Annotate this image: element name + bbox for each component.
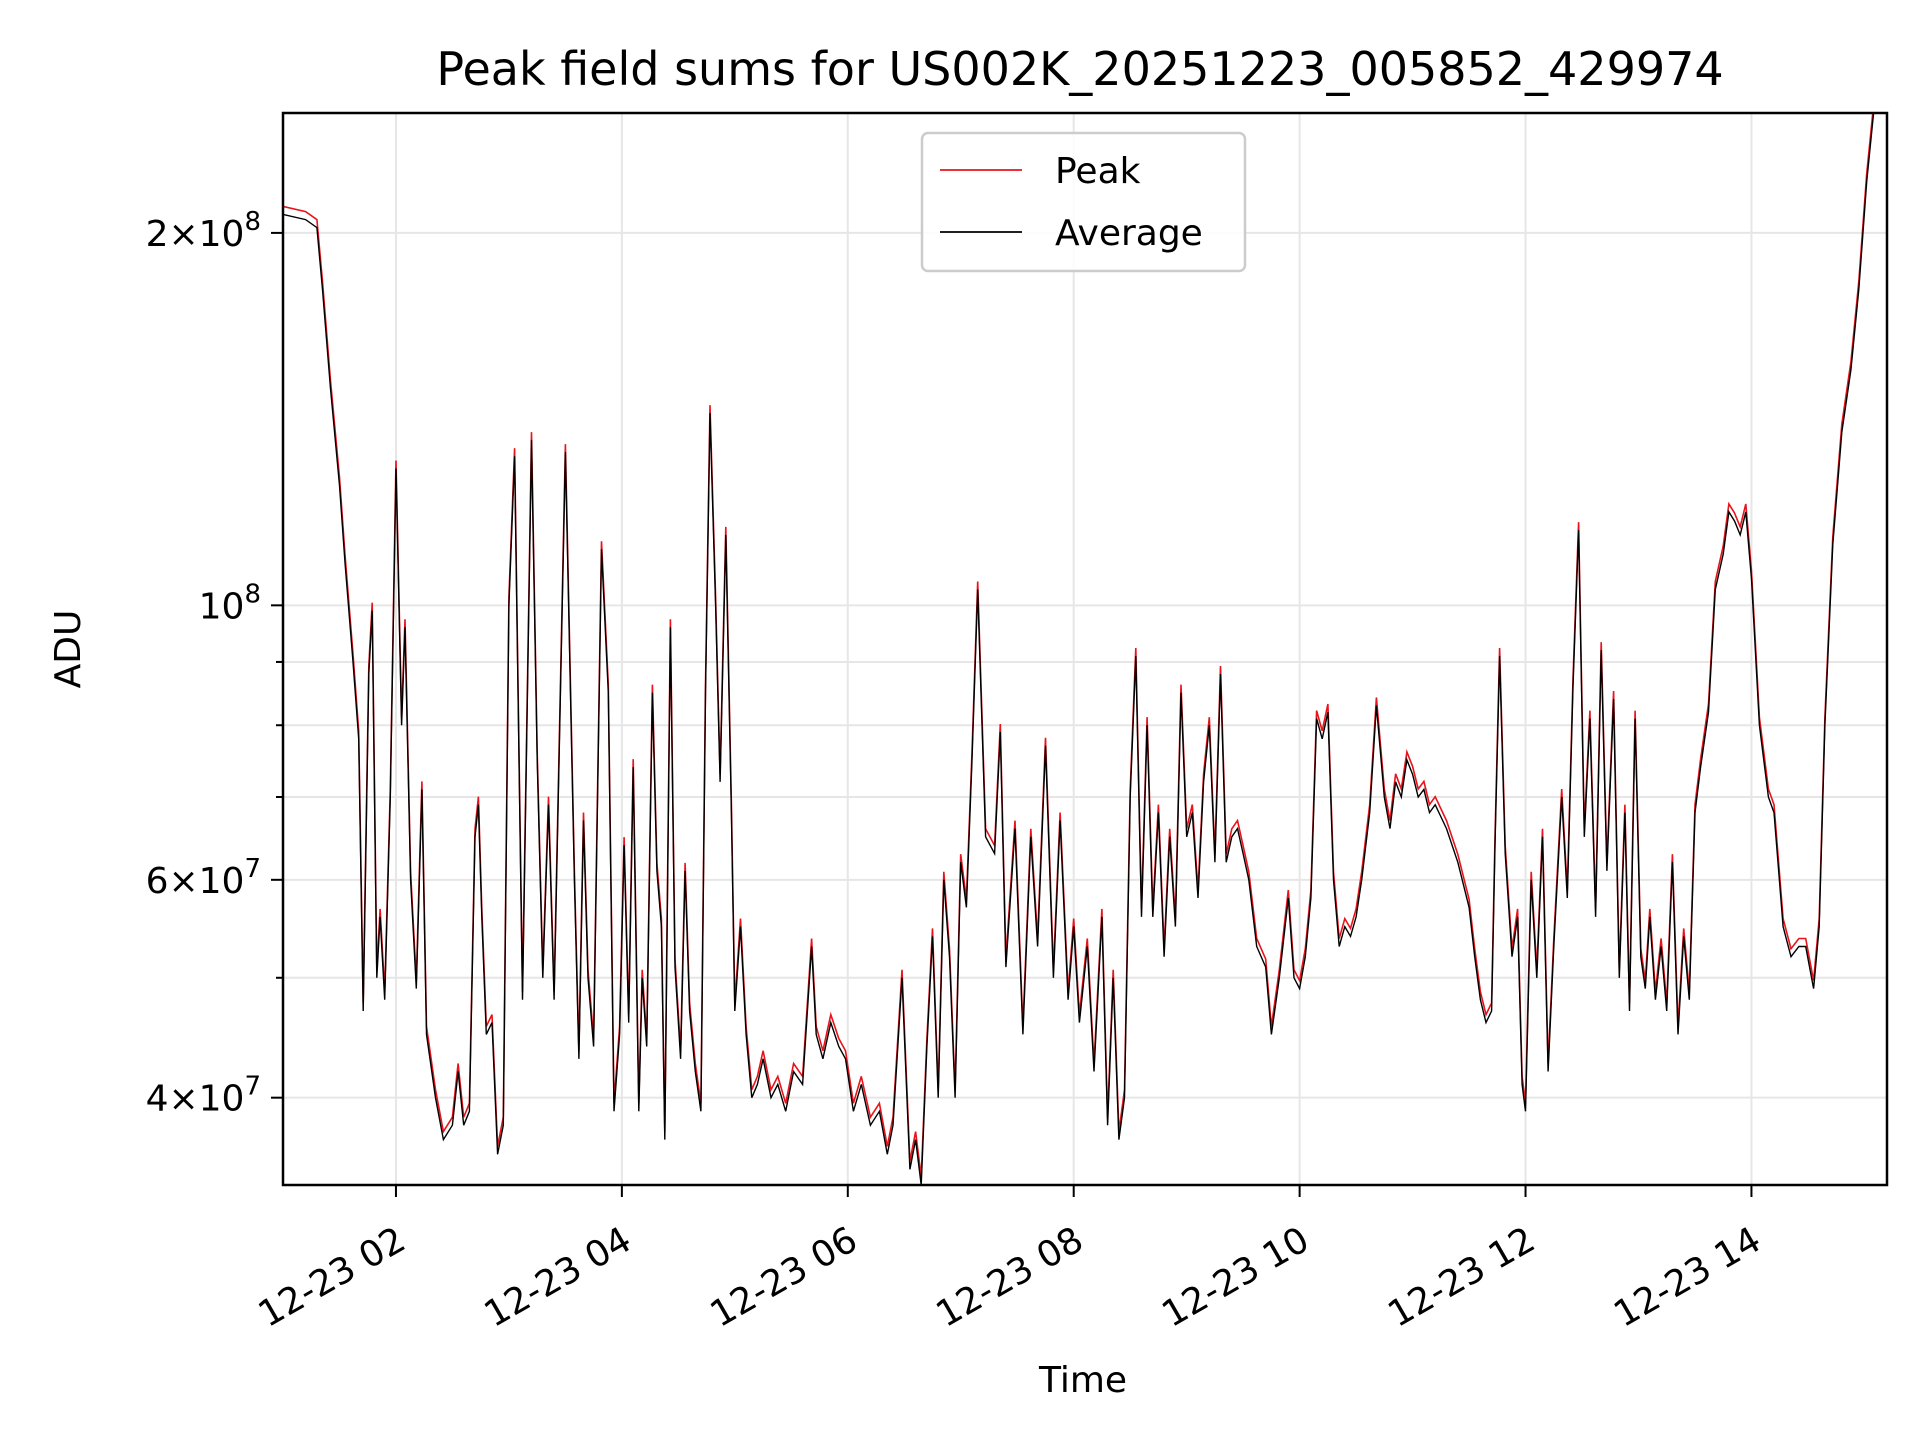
- legend-peak-label: Peak: [1055, 151, 1141, 192]
- y-axis-ticks: 4×107 6×107 108 2×108: [146, 207, 283, 1120]
- plot-frame: [281, 111, 1889, 1187]
- y-tick-label: 6×107: [146, 854, 261, 902]
- y-tick-label: 2×108: [146, 207, 261, 255]
- y-tick-label: 4×107: [146, 1072, 261, 1120]
- legend-box: [920, 131, 1247, 273]
- chart-title: Peak field sums for US002K_20251223_0058…: [436, 42, 1723, 96]
- y-axis-label: ADU: [48, 610, 89, 689]
- legend: Peak Average: [920, 131, 1247, 273]
- average-series-line: [283, 113, 1875, 1185]
- series-layer: [283, 113, 1875, 1185]
- legend-average-label: Average: [1055, 213, 1203, 254]
- x-axis-label: Time: [1038, 1360, 1127, 1401]
- y-tick-label: 108: [199, 579, 261, 627]
